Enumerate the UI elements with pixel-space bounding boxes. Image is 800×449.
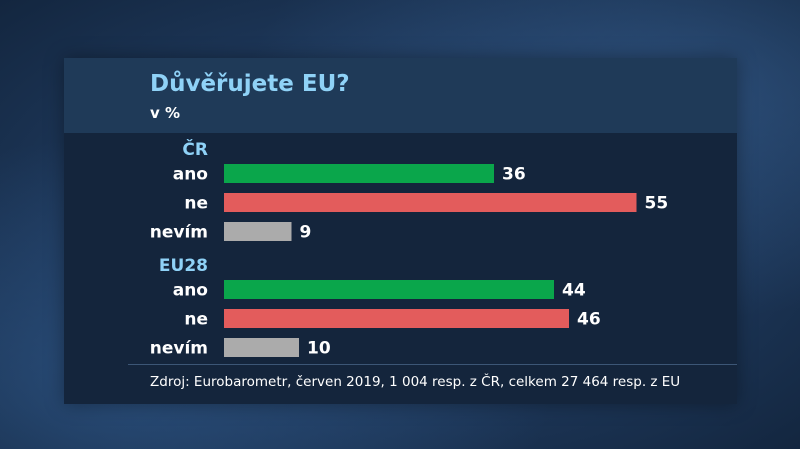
value-label: 44 xyxy=(562,281,586,301)
group-label: EU28 xyxy=(159,256,208,276)
chart-title: Důvěřujete EU? xyxy=(150,71,350,97)
source-note: Zdroj: Eurobarometr, červen 2019, 1 004 … xyxy=(150,374,681,390)
category-label: ne xyxy=(184,194,208,214)
value-label: 36 xyxy=(502,165,526,185)
value-label: 10 xyxy=(307,339,331,359)
source-divider xyxy=(128,364,737,365)
category-label: ano xyxy=(173,165,208,185)
chart-panel: Důvěřujete EU? v % ČR ano 36 ne 55 nevím 9 EU28… xyxy=(64,58,737,404)
bar-eu28-ano xyxy=(224,280,554,299)
bar-eu28-nevím xyxy=(224,338,299,357)
bar-čr-ano xyxy=(224,164,494,183)
value-label: 55 xyxy=(645,194,669,214)
chart-subtitle: v % xyxy=(150,104,181,122)
category-label: ano xyxy=(173,281,208,301)
bar-chart: ČR ano 36 ne 55 nevím 9 EU28 ano 44 ne 46 nevím 10 xyxy=(150,138,669,359)
value-label: 9 xyxy=(300,223,312,243)
category-label: nevím xyxy=(150,223,208,243)
bar-eu28-ne xyxy=(224,309,569,328)
bar-čr-ne xyxy=(224,193,637,212)
bar-čr-nevím xyxy=(224,222,292,241)
category-label: nevím xyxy=(150,339,208,359)
value-label: 46 xyxy=(577,310,601,330)
chart-header: Důvěřujete EU? v % xyxy=(64,58,737,133)
category-label: ne xyxy=(184,310,208,330)
group-label: ČR xyxy=(182,138,208,160)
